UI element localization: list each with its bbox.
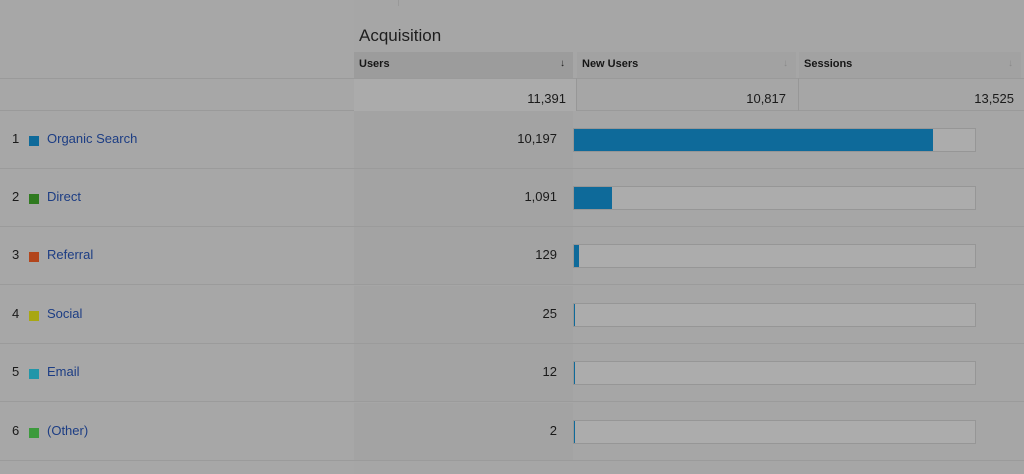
total-sessions: 13,525	[974, 91, 1014, 106]
bar-fill	[574, 245, 579, 267]
bar-fill	[574, 362, 575, 384]
users-value: 1,091	[524, 189, 557, 204]
color-swatch	[29, 194, 39, 204]
sort-down-arrow-icon[interactable]: ↓	[560, 58, 565, 69]
users-cell: 1,091	[354, 169, 573, 226]
column-header-label: Users	[359, 58, 390, 70]
column-divider	[798, 78, 799, 111]
users-value: 129	[535, 247, 557, 262]
channel-link[interactable]: (Other)	[47, 423, 89, 438]
column-header-new-users[interactable]: New Users ↓	[577, 52, 796, 78]
users-value: 2	[549, 423, 557, 438]
users-value: 25	[542, 306, 557, 321]
column-header-sessions[interactable]: Sessions ↓	[799, 52, 1021, 78]
column-divider	[576, 78, 577, 111]
bar-fill	[574, 421, 575, 443]
column-header-label: Sessions	[804, 58, 853, 70]
users-cell: 12	[354, 344, 573, 401]
color-swatch	[29, 252, 39, 262]
sort-arrow-icon[interactable]: ↓	[783, 58, 788, 69]
channel-link[interactable]: Direct	[47, 189, 81, 204]
users-value: 12	[542, 364, 557, 379]
sort-arrow-icon[interactable]: ↓	[1008, 58, 1013, 69]
acquisition-group-header: Acquisition	[354, 24, 1024, 52]
bar-track	[573, 244, 976, 268]
table-row: 1 Organic Search 10,197	[0, 111, 1024, 169]
color-swatch	[29, 428, 39, 438]
channel-link[interactable]: Social	[47, 306, 83, 321]
total-users: 11,391	[354, 79, 576, 111]
bar-track	[573, 303, 976, 327]
users-value: 10,197	[517, 131, 557, 146]
table-row: 5 Email 12	[0, 344, 1024, 402]
bar-track	[573, 361, 976, 385]
row-index: 3	[12, 247, 20, 262]
channel-link[interactable]: Email	[47, 364, 80, 379]
channel-link[interactable]: Organic Search	[47, 131, 138, 146]
column-header-label: New Users	[582, 58, 639, 70]
bar-track	[573, 186, 976, 210]
row-index: 1	[12, 131, 20, 146]
total-new-users: 10,817	[746, 91, 786, 106]
dimension-column-bg	[0, 0, 354, 474]
row-index: 5	[12, 364, 20, 379]
users-cell: 2	[354, 403, 573, 460]
users-cell: 129	[354, 227, 573, 284]
row-index: 4	[12, 306, 20, 321]
bar-track	[573, 420, 976, 444]
color-swatch	[29, 369, 39, 379]
column-header-users[interactable]: Users ↓	[354, 52, 573, 78]
bar-fill	[574, 304, 575, 326]
bar-track	[573, 128, 976, 152]
column-headers: Users ↓ New Users ↓ Sessions ↓	[0, 52, 1024, 78]
color-swatch	[29, 136, 39, 146]
row-index: 6	[12, 423, 20, 438]
channel-link[interactable]: Referral	[47, 247, 94, 262]
color-swatch	[29, 311, 39, 321]
totals-row: 11,391 10,817 13,525	[0, 78, 1024, 111]
users-cell: 25	[354, 286, 573, 343]
table-row: 4 Social 25	[0, 286, 1024, 344]
group-title: Acquisition	[359, 26, 442, 45]
top-divider	[398, 0, 399, 6]
table-row: 6 (Other) 2	[0, 403, 1024, 461]
table-row: 3 Referral 129	[0, 227, 1024, 285]
users-cell: 10,197	[354, 111, 573, 168]
bar-fill	[574, 187, 612, 209]
bar-fill	[574, 129, 933, 151]
row-index: 2	[12, 189, 20, 204]
table-row: 2 Direct 1,091	[0, 169, 1024, 227]
